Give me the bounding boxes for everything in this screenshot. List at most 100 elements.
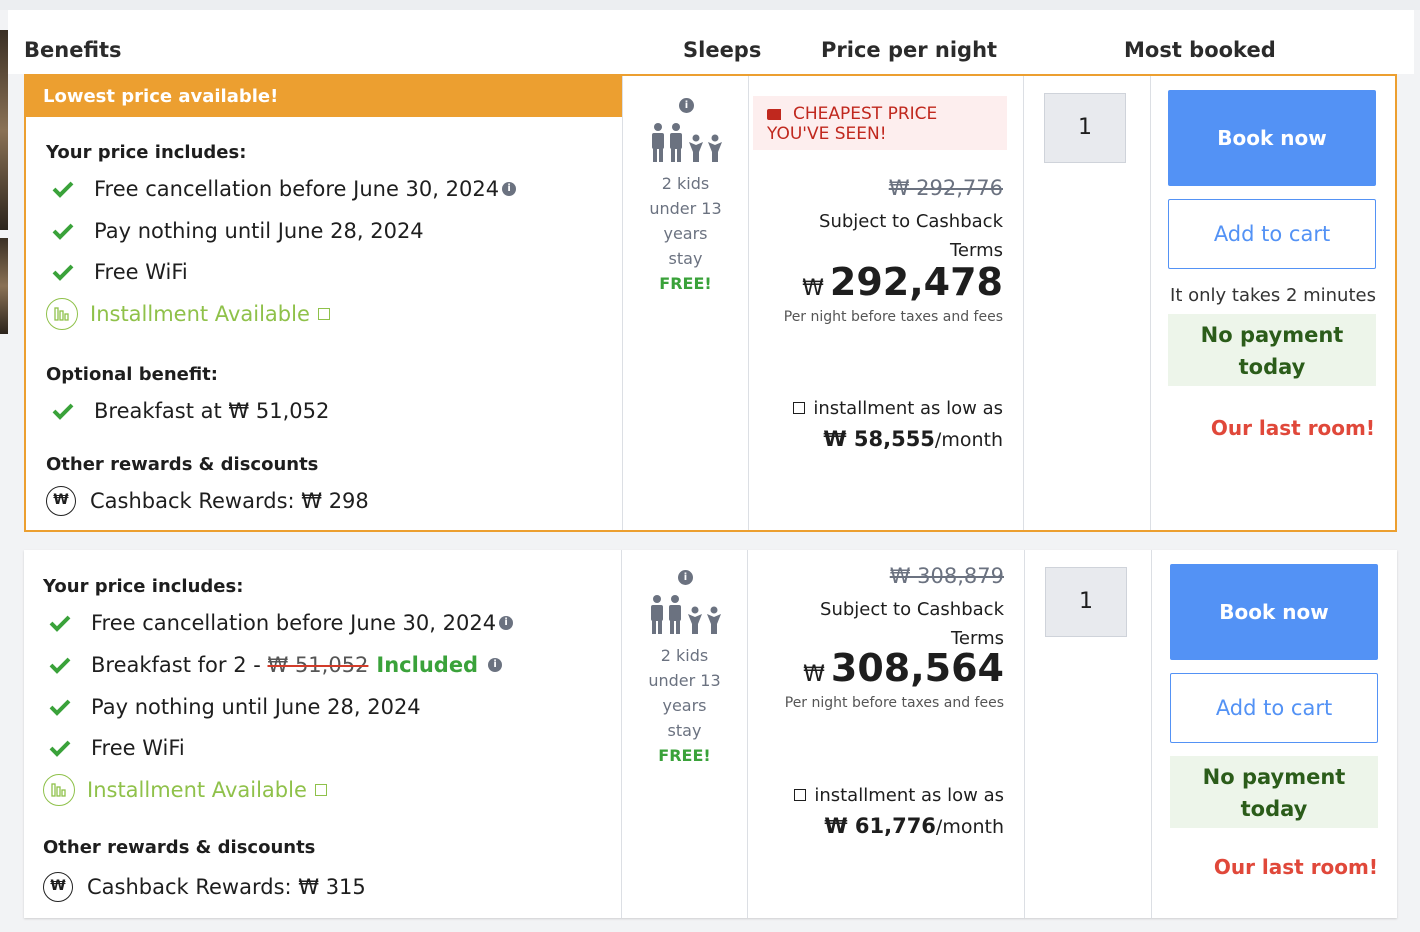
sleeps-description: 2 kids under 13 years stay FREE! xyxy=(623,171,748,296)
no-payment-line: today xyxy=(1240,797,1308,821)
sleeps-column: i 2 kids under 13 years stay FREE! xyxy=(622,550,747,918)
installment-icon xyxy=(46,298,78,330)
installment-note[interactable]: installment as low as xyxy=(793,398,1003,419)
no-payment-line: today xyxy=(1238,355,1306,379)
check-icon xyxy=(49,699,71,716)
external-link-icon[interactable] xyxy=(793,402,806,414)
cashback-item: ₩ Cashback Rewards: ₩ 298 xyxy=(46,486,369,516)
book-now-button[interactable]: Book now xyxy=(1170,564,1378,660)
current-price: ₩292,478 xyxy=(802,260,1003,304)
check-icon xyxy=(52,181,74,198)
external-link-icon[interactable] xyxy=(314,784,327,796)
benefit-item: Free WiFi xyxy=(52,260,188,284)
sleeps-description: 2 kids under 13 years stay FREE! xyxy=(622,643,747,768)
last-room-alert: Our last room! xyxy=(1210,416,1375,440)
benefit-item: Pay nothing until June 28, 2024 xyxy=(52,219,424,243)
column-divider xyxy=(1150,76,1151,530)
occupancy-people-icon xyxy=(652,123,722,162)
table-header: Benefits Sleeps Price per night Most boo… xyxy=(8,10,1414,74)
cheapest-line: YOU'VE SEEN! xyxy=(767,124,887,144)
column-divider xyxy=(1023,76,1024,530)
breakfast-old-price: ₩ 51,052 xyxy=(267,653,369,677)
currency-symbol: ₩ xyxy=(802,276,824,301)
benefit-label: Free WiFi xyxy=(94,260,188,284)
installment-link[interactable]: Installment Available xyxy=(43,774,327,806)
cashback-terms: Subject to Cashback Terms xyxy=(819,207,1003,265)
installment-note[interactable]: installment as low as xyxy=(794,785,1004,806)
no-payment-line: No payment xyxy=(1200,323,1344,347)
info-icon[interactable]: i xyxy=(502,182,517,196)
sleeps-line: years xyxy=(663,224,708,243)
room-offer-row: Lowest price available! Your price inclu… xyxy=(24,74,1397,532)
benefit-item: Free WiFi xyxy=(49,736,185,760)
optional-benefit-title: Optional benefit: xyxy=(46,364,218,385)
occupancy-people-icon xyxy=(651,595,721,634)
info-icon[interactable]: i xyxy=(488,658,503,672)
sleeps-line: under 13 xyxy=(649,199,722,218)
benefit-label: Free WiFi xyxy=(91,736,185,760)
monthly-installment: ₩ 61,776/month xyxy=(824,814,1004,838)
price-column: ₩ 308,879 Subject to Cashback Terms ₩308… xyxy=(748,550,1024,918)
sleeps-line: under 13 xyxy=(648,671,721,690)
benefit-item: Free cancellation before June 30, 2024 i xyxy=(52,177,517,201)
check-icon xyxy=(52,264,74,281)
quantity-column: 1 xyxy=(1025,550,1151,918)
room-quantity-select[interactable]: 1 xyxy=(1044,93,1126,163)
breakfast-included: Included xyxy=(376,653,479,677)
benefit-label: Free cancellation before June 30, 2024 xyxy=(94,177,500,201)
tag-icon xyxy=(767,108,781,120)
column-divider xyxy=(621,550,622,918)
booking-column: Book now Add to cart It only takes 2 min… xyxy=(1151,76,1395,530)
header-sleeps: Sleeps xyxy=(683,38,762,62)
room-photo-thumbnail[interactable] xyxy=(0,30,8,230)
check-icon xyxy=(49,657,71,674)
monthly-amount: ₩ 58,555 xyxy=(823,427,935,451)
installment-label[interactable]: Installment Available xyxy=(87,778,307,802)
sleeps-line: stay xyxy=(667,721,702,740)
header-most-booked: Most booked xyxy=(1124,38,1276,62)
benefits-column: Lowest price available! Your price inclu… xyxy=(26,76,622,530)
cheapest-line: CHEAPEST PRICE xyxy=(793,104,938,124)
free-label: FREE! xyxy=(658,746,711,765)
price-value: 292,478 xyxy=(829,260,1003,304)
current-price: ₩308,564 xyxy=(803,646,1004,690)
monthly-amount: ₩ 61,776 xyxy=(824,814,936,838)
add-to-cart-button[interactable]: Add to cart xyxy=(1168,199,1376,269)
benefits-column: Your price includes: Free cancellation b… xyxy=(24,550,621,918)
check-icon xyxy=(49,740,71,757)
room-quantity-select[interactable]: 1 xyxy=(1045,567,1127,637)
benefit-item: Free cancellation before June 30, 2024 i xyxy=(49,611,514,635)
monthly-unit: /month xyxy=(935,816,1004,838)
installment-low-label: installment as low as xyxy=(813,398,1003,419)
room-photo-thumbnail[interactable] xyxy=(0,238,8,334)
column-divider xyxy=(1024,550,1025,918)
installment-label[interactable]: Installment Available xyxy=(90,302,310,326)
book-now-button[interactable]: Book now xyxy=(1168,90,1376,186)
info-icon[interactable]: i xyxy=(678,570,693,585)
benefit-item: Pay nothing until June 28, 2024 xyxy=(49,695,421,719)
no-payment-badge: No payment today xyxy=(1170,756,1378,828)
column-divider xyxy=(748,76,749,530)
only-takes-note: It only takes 2 minutes xyxy=(1170,285,1376,306)
column-divider xyxy=(1151,550,1152,918)
external-link-icon[interactable] xyxy=(317,308,330,320)
cashback-terms-line: Terms xyxy=(949,240,1003,261)
header-price-per-night: Price per night xyxy=(821,38,998,62)
cheapest-price-badge: CHEAPEST PRICE YOU'VE SEEN! xyxy=(753,96,1007,150)
info-icon[interactable]: i xyxy=(499,616,514,630)
room-offer-row: Your price includes: Free cancellation b… xyxy=(24,550,1397,918)
per-night-note: Per night before taxes and fees xyxy=(784,695,1004,711)
check-icon xyxy=(52,223,74,240)
price-column: CHEAPEST PRICE YOU'VE SEEN! ₩ 292,776 Su… xyxy=(749,76,1023,530)
cashback-coin-icon: ₩ xyxy=(43,872,73,902)
booking-column: Book now Add to cart No payment today Ou… xyxy=(1152,550,1397,918)
quantity-column: 1 xyxy=(1024,76,1150,530)
benefit-label: Pay nothing until June 28, 2024 xyxy=(91,695,421,719)
info-icon[interactable]: i xyxy=(679,98,694,113)
sleeps-line: stay xyxy=(668,249,703,268)
external-link-icon[interactable] xyxy=(794,789,807,801)
no-payment-badge: No payment today xyxy=(1168,314,1376,386)
add-to-cart-button[interactable]: Add to cart xyxy=(1170,673,1378,743)
installment-link[interactable]: Installment Available xyxy=(46,298,330,330)
sleeps-line: 2 kids xyxy=(660,646,709,665)
